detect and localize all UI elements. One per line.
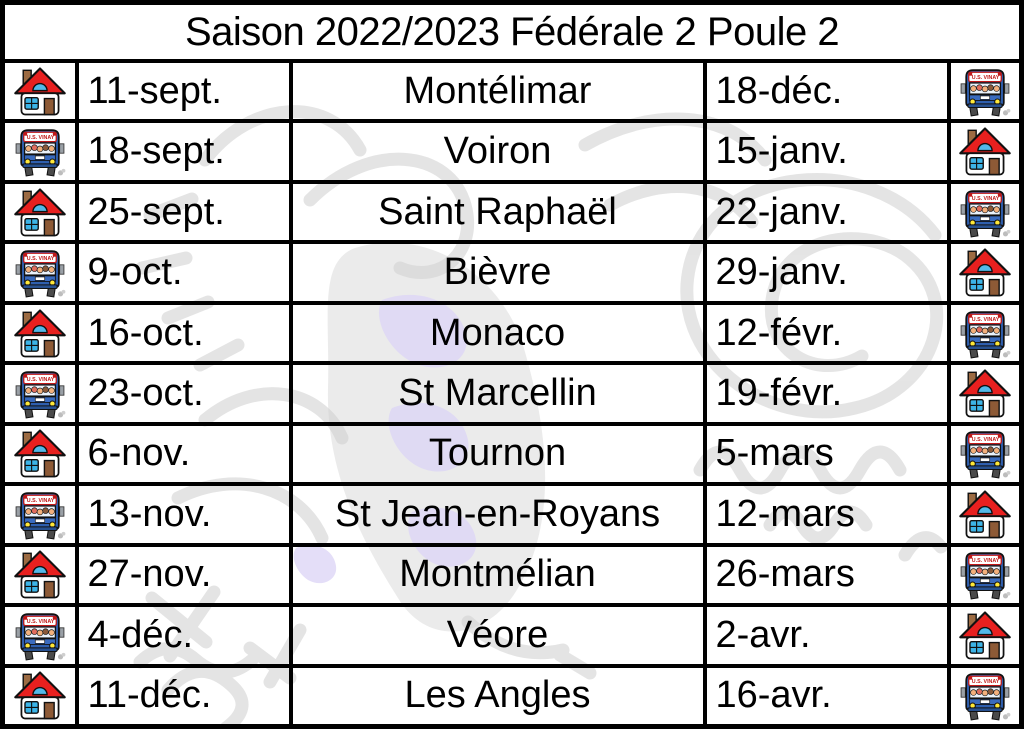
- date-retour-cell: 16-avr.: [702, 663, 951, 729]
- team-bus-icon: [11, 246, 69, 299]
- team-cell: Tournon: [288, 421, 707, 487]
- table-row: 16-oct. Monaco 12-févr.: [0, 300, 1024, 366]
- date-aller-cell: 11-sept.: [74, 58, 293, 124]
- home-away-cell-right: [946, 361, 1024, 426]
- home-away-cell-right: [946, 300, 1024, 366]
- date-aller-cell: 11-déc.: [74, 663, 293, 729]
- team-cell: St Jean-en-Royans: [288, 482, 707, 547]
- home-away-cell-left: [0, 482, 79, 547]
- date-retour-cell: 26-mars: [702, 542, 951, 608]
- home-away-cell-right: [946, 58, 1024, 124]
- team-cell: Véore: [288, 603, 707, 668]
- date-aller-cell: 4-déc.: [74, 603, 293, 668]
- team-cell: Montélimar: [288, 58, 707, 124]
- team-bus-icon: [956, 186, 1014, 239]
- team-bus-icon: [11, 488, 69, 541]
- date-retour-cell: 19-févr.: [702, 361, 951, 426]
- team-cell: Montmélian: [288, 542, 707, 608]
- date-retour-cell: 22-janv.: [702, 179, 951, 245]
- team-cell: Les Angles: [288, 663, 707, 729]
- team-bus-icon: [956, 65, 1014, 118]
- date-retour-cell: 12-févr.: [702, 300, 951, 366]
- date-retour-cell: 29-janv.: [702, 240, 951, 305]
- team-bus-icon: [956, 307, 1014, 360]
- home-away-cell-left: [0, 300, 79, 366]
- table-row: 11-sept. Montélimar 18-déc.: [0, 58, 1024, 124]
- team-cell: Bièvre: [288, 240, 707, 305]
- home-away-cell-right: [946, 179, 1024, 245]
- house-icon: [956, 488, 1014, 541]
- team-cell: Saint Raphaël: [288, 179, 707, 245]
- team-bus-icon: [956, 548, 1014, 601]
- table-row: 4-déc. Véore 2-avr.: [0, 603, 1024, 668]
- home-away-cell-right: [946, 663, 1024, 729]
- house-icon: [956, 125, 1014, 178]
- table-row: 25-sept. Saint Raphaël 22-janv.: [0, 179, 1024, 245]
- date-aller-cell: 13-nov.: [74, 482, 293, 547]
- date-aller-cell: 16-oct.: [74, 300, 293, 366]
- home-away-cell-left: [0, 240, 79, 305]
- house-icon: [11, 548, 69, 601]
- date-retour-cell: 2-avr.: [702, 603, 951, 668]
- date-aller-cell: 27-nov.: [74, 542, 293, 608]
- home-away-cell-left: [0, 542, 79, 608]
- date-retour-cell: 12-mars: [702, 482, 951, 547]
- table-row: 11-déc. Les Angles 16-avr.: [0, 663, 1024, 729]
- team-cell: St Marcellin: [288, 361, 707, 426]
- team-bus-icon: [11, 609, 69, 662]
- home-away-cell-left: [0, 663, 79, 729]
- home-away-cell-left: [0, 603, 79, 668]
- house-icon: [11, 186, 69, 239]
- home-away-cell-left: [0, 58, 79, 124]
- home-away-cell-right: [946, 542, 1024, 608]
- team-bus-icon: [956, 427, 1014, 480]
- house-icon: [11, 427, 69, 480]
- house-icon: [956, 367, 1014, 420]
- date-aller-cell: 23-oct.: [74, 361, 293, 426]
- home-away-cell-left: [0, 179, 79, 245]
- home-away-cell-left: [0, 421, 79, 487]
- team-bus-icon: [11, 125, 69, 178]
- table-row: 13-nov. St Jean-en-Royans 12-mars: [0, 482, 1024, 547]
- house-icon: [956, 609, 1014, 662]
- table-row: 27-nov. Montmélian 26-mars: [0, 542, 1024, 608]
- table-row: 18-sept. Voiron 15-janv.: [0, 119, 1024, 184]
- home-away-cell-right: [946, 482, 1024, 547]
- title-row: Saison 2022/2023 Fédérale 2 Poule 2: [0, 0, 1024, 63]
- date-retour-cell: 15-janv.: [702, 119, 951, 184]
- table-row: 6-nov. Tournon 5-mars: [0, 421, 1024, 487]
- date-aller-cell: 9-oct.: [74, 240, 293, 305]
- home-away-cell-right: [946, 240, 1024, 305]
- house-icon: [956, 246, 1014, 299]
- home-away-cell-right: [946, 119, 1024, 184]
- team-cell: Monaco: [288, 300, 707, 366]
- home-away-cell-left: [0, 361, 79, 426]
- date-retour-cell: 5-mars: [702, 421, 951, 487]
- home-away-cell-left: [0, 119, 79, 184]
- home-away-cell-right: [946, 603, 1024, 668]
- date-retour-cell: 18-déc.: [702, 58, 951, 124]
- date-aller-cell: 18-sept.: [74, 119, 293, 184]
- page-title: Saison 2022/2023 Fédérale 2 Poule 2: [0, 0, 1024, 63]
- house-icon: [11, 307, 69, 360]
- date-aller-cell: 25-sept.: [74, 179, 293, 245]
- table-row: 9-oct. Bièvre 29-janv.: [0, 240, 1024, 305]
- house-icon: [11, 65, 69, 118]
- team-cell: Voiron: [288, 119, 707, 184]
- house-icon: [11, 669, 69, 722]
- date-aller-cell: 6-nov.: [74, 421, 293, 487]
- team-bus-icon: [956, 669, 1014, 722]
- team-bus-icon: [11, 367, 69, 420]
- home-away-cell-right: [946, 421, 1024, 487]
- table-row: 23-oct. St Marcellin 19-févr.: [0, 361, 1024, 426]
